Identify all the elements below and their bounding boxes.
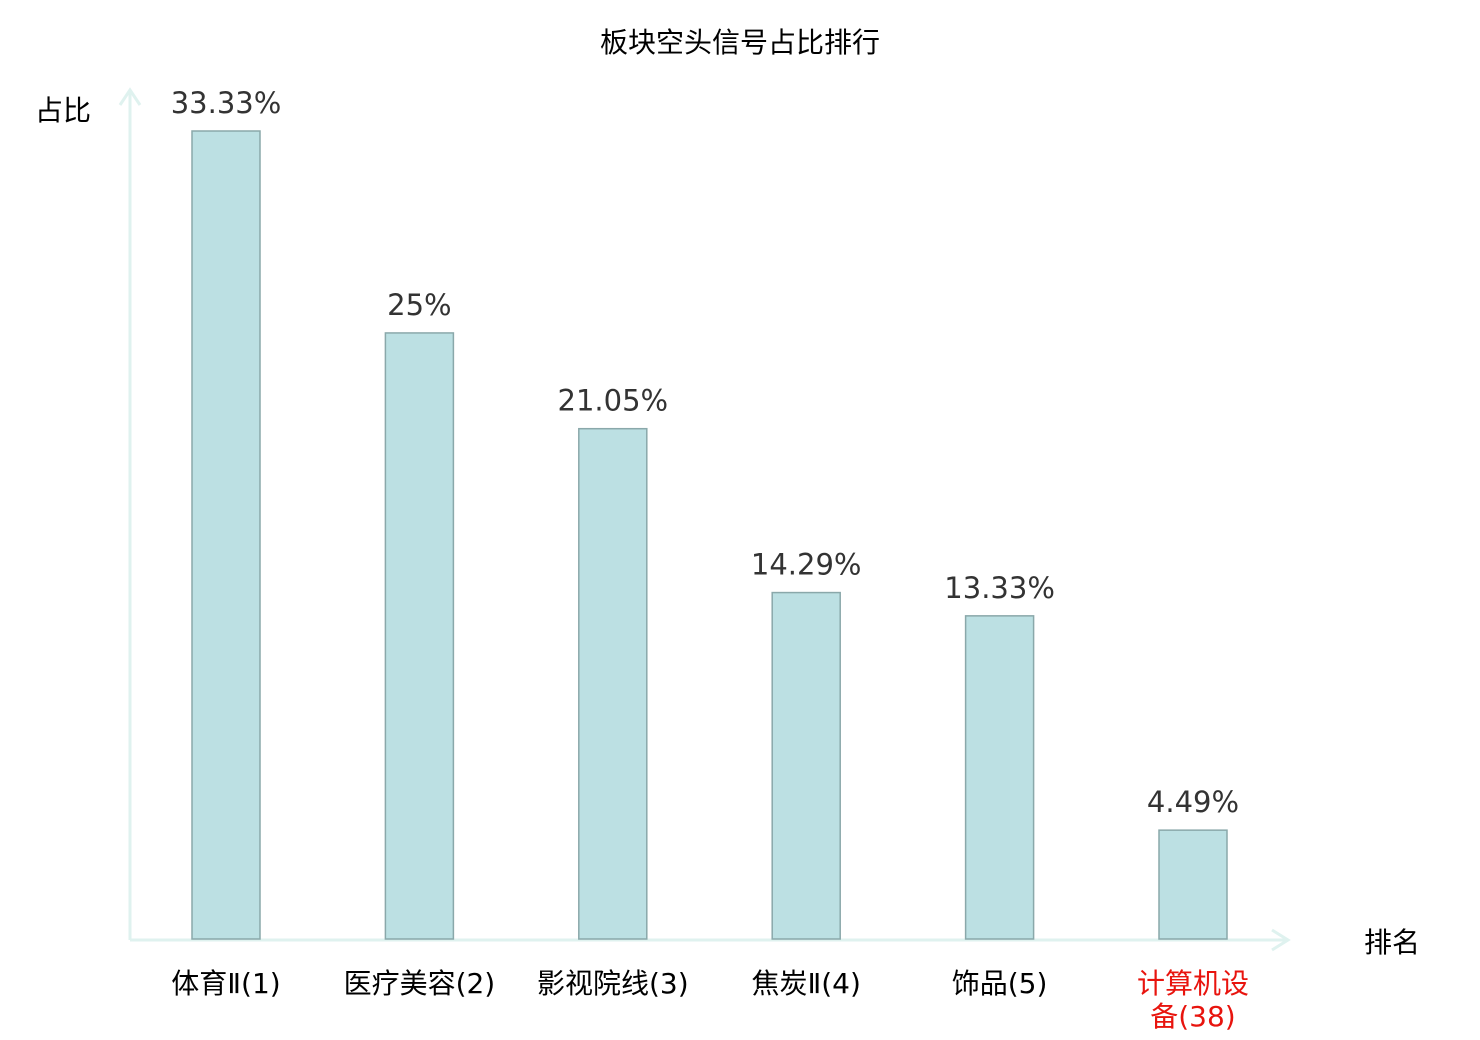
bar <box>964 615 1035 940</box>
x-tick-label: 备(38) <box>1150 1000 1235 1033</box>
x-axis-label: 排名 <box>1364 926 1420 959</box>
bar <box>1158 829 1228 940</box>
x-tick-label: 影视院线(3) <box>537 967 689 1000</box>
bar <box>191 130 261 940</box>
value-label: 14.29% <box>751 548 862 582</box>
x-tick-label: 焦炭Ⅱ(4) <box>751 967 860 1000</box>
y-axis-label: 占比 <box>35 94 91 127</box>
bar <box>384 332 455 940</box>
x-tick-label: 体育Ⅱ(1) <box>171 967 280 1000</box>
value-label: 4.49% <box>1147 785 1239 819</box>
chart-title: 板块空头信号占比排行 <box>600 26 880 59</box>
x-tick-label: 计算机设 <box>1137 967 1249 1000</box>
value-label: 13.33% <box>944 571 1055 605</box>
x-tick-label: 医疗美容(2) <box>344 967 496 1000</box>
x-tick-label: 饰品(5) <box>952 967 1048 1000</box>
bar <box>771 591 841 940</box>
bar <box>578 427 648 940</box>
value-label: 33.33% <box>171 86 282 120</box>
value-label: 25% <box>387 288 451 322</box>
y-axis <box>118 87 142 940</box>
x-axis <box>130 928 1291 952</box>
value-label: 21.05% <box>558 384 669 418</box>
